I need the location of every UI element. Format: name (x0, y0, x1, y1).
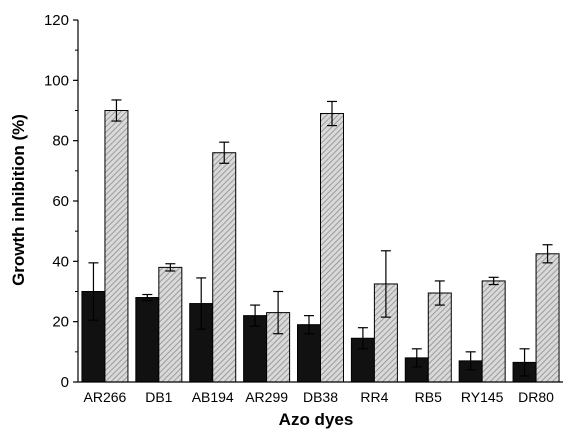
bar-hatched-rb5 (427, 292, 452, 383)
bar-hatched-ab194 (212, 152, 237, 383)
y-axis-title: Growth inhibition (%) (9, 114, 28, 286)
x-tick-label-ry145: RY145 (461, 389, 504, 405)
x-tick-label-ar299: AR299 (245, 389, 288, 405)
bar-hatched-ar266 (104, 110, 129, 383)
x-tick-label-ab194: AB194 (192, 389, 234, 405)
x-tick-label-rb5: RB5 (415, 389, 442, 405)
y-tick-label-40: 40 (52, 253, 69, 270)
x-axis-title: Azo dyes (279, 410, 354, 429)
y-tick-label-80: 80 (52, 133, 69, 150)
x-tick-label-db1: DB1 (145, 389, 172, 405)
y-tick-label-60: 60 (52, 193, 69, 210)
y-tick-label-120: 120 (44, 12, 69, 29)
x-tick-label-dr80: DR80 (518, 389, 554, 405)
y-tick-label-20: 20 (52, 314, 69, 331)
x-tick-label-db38: DB38 (303, 389, 338, 405)
bar-hatched-db1 (158, 266, 183, 383)
y-tick-label-100: 100 (44, 72, 69, 89)
bar-solid-db1 (135, 297, 160, 383)
x-tick-label-ar266: AR266 (84, 389, 127, 405)
bar-hatched-db38 (320, 113, 344, 383)
x-tick-label-rr4: RR4 (360, 389, 388, 405)
bar-hatched-dr80 (535, 253, 560, 383)
bar-hatched-ry145 (481, 280, 506, 383)
y-tick-label-0: 0 (61, 374, 69, 391)
